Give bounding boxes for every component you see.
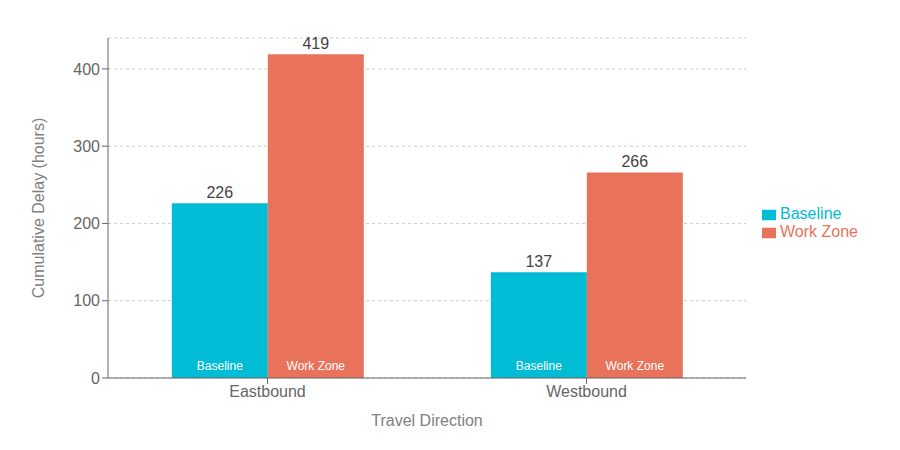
svg-text:0: 0 <box>91 370 100 387</box>
svg-text:100: 100 <box>73 292 100 309</box>
html-text:Work Zone: Work Zone <box>780 223 858 240</box>
svg-text:Eastbound: Eastbound <box>229 383 306 400</box>
svg-text:Baseline: Baseline <box>197 359 243 373</box>
svg-text:266: 266 <box>621 153 648 170</box>
svg-text:200: 200 <box>73 215 100 232</box>
svg-text:400: 400 <box>73 61 100 78</box>
svg-text:419: 419 <box>302 35 329 52</box>
svg-text:300: 300 <box>73 138 100 155</box>
svg-text:226: 226 <box>206 184 233 201</box>
svg-text:Cumulative Delay (hours): Cumulative Delay (hours) <box>30 118 47 299</box>
svg-text:Work Zone: Work Zone <box>287 359 346 373</box>
svg-text:137: 137 <box>525 253 552 270</box>
svg-text:Work Zone: Work Zone <box>606 359 665 373</box>
html-text:Baseline: Baseline <box>780 205 842 222</box>
svg-text:Westbound: Westbound <box>546 383 627 400</box>
svg-text:Travel Direction: Travel Direction <box>371 412 482 429</box>
svg-text:Baseline: Baseline <box>516 359 562 373</box>
